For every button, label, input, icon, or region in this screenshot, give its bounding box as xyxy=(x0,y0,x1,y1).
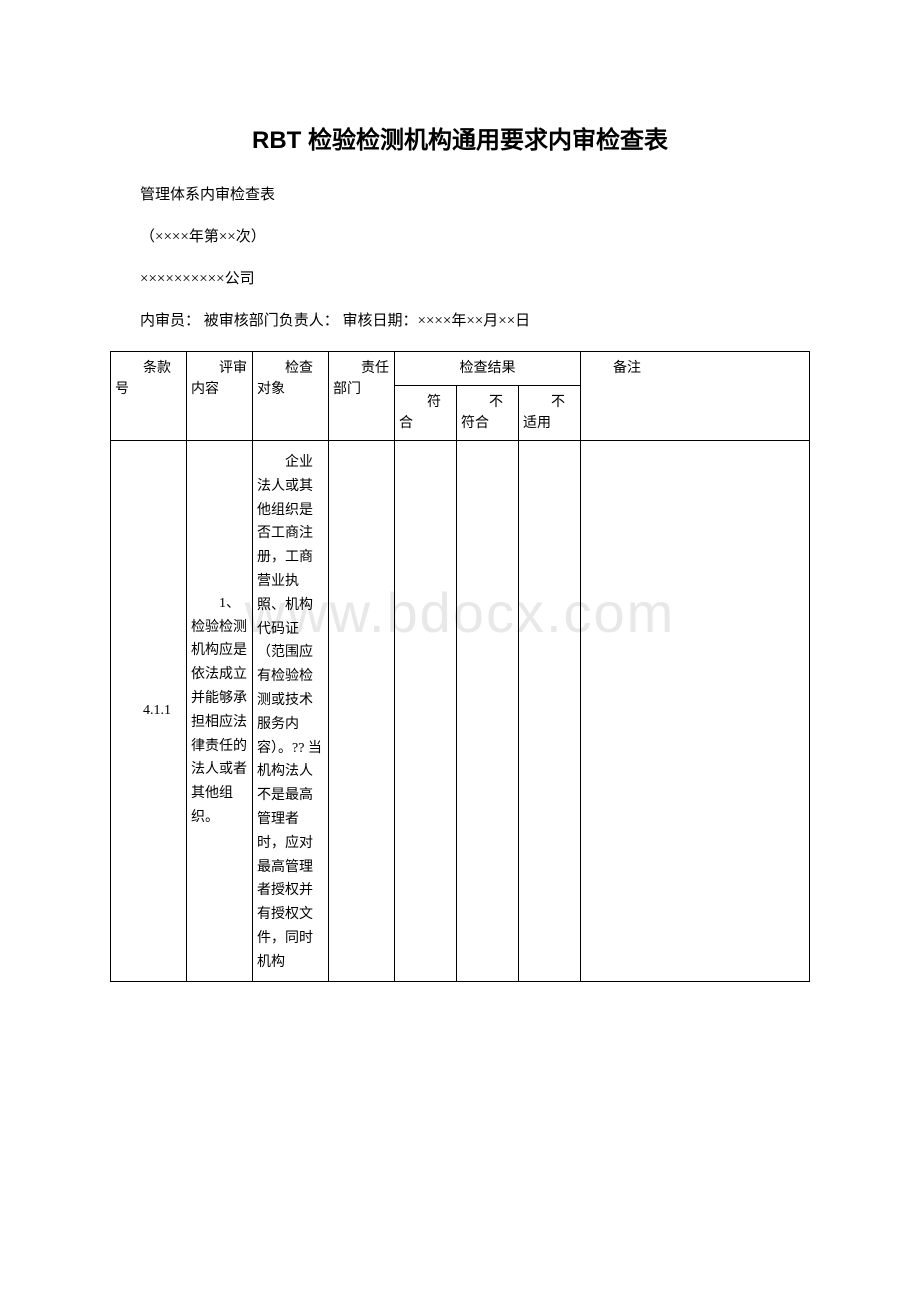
cell-dept xyxy=(329,441,395,982)
header-dept: 责任部门 xyxy=(329,352,395,441)
header-result-group: 检查结果 xyxy=(395,352,581,386)
document-content: RBT 检验检测机构通用要求内审检查表 管理体系内审检查表 （××××年第××次… xyxy=(110,120,810,982)
header-na: 不适用 xyxy=(519,386,581,441)
header-noconform: 不符合 xyxy=(457,386,519,441)
meta-subtitle: 管理体系内审检查表 xyxy=(110,183,810,207)
cell-na xyxy=(519,441,581,982)
cell-conform xyxy=(395,441,457,982)
header-remark: 备注 xyxy=(581,352,810,441)
cell-remark xyxy=(581,441,810,982)
meta-company: ××××××××××公司 xyxy=(110,267,810,291)
header-clause: 条款号 xyxy=(111,352,187,441)
cell-object: 企业法人或其他组织是否工商注册，工商营业执照、机构代码证（范围应有检验检测或技术… xyxy=(253,441,329,982)
meta-auditor-line: 内审员： 被审核部门负责人： 审核日期：××××年××月××日 xyxy=(110,309,810,333)
cell-noconform xyxy=(457,441,519,982)
table-header-row-1: 条款号 评审内容 检查对象 责任部门 检查结果 备注 xyxy=(111,352,810,386)
header-conform: 符合 xyxy=(395,386,457,441)
document-title: RBT 检验检测机构通用要求内审检查表 xyxy=(110,120,810,155)
cell-clause: 4.1.1 xyxy=(111,441,187,982)
table-row: 4.1.1 1、检验检测机构应是依法成立并能够承担相应法律责任的法人或者其他组织… xyxy=(111,441,810,982)
cell-content: 1、检验检测机构应是依法成立并能够承担相应法律责任的法人或者其他组织。 xyxy=(187,441,253,982)
header-content: 评审内容 xyxy=(187,352,253,441)
meta-period: （××××年第××次） xyxy=(110,225,810,249)
audit-checklist-table: 条款号 评审内容 检查对象 责任部门 检查结果 备注 符合 不符合 不适用 4.… xyxy=(110,351,810,982)
header-object: 检查对象 xyxy=(253,352,329,441)
